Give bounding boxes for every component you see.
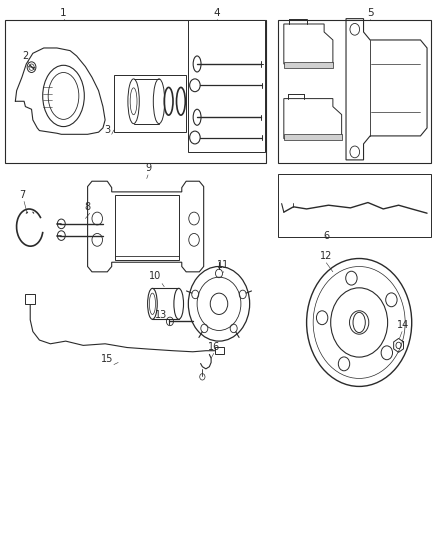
Bar — [215, 347, 224, 354]
Text: 7: 7 — [19, 190, 25, 200]
Text: 1: 1 — [60, 7, 67, 18]
Bar — [25, 294, 35, 304]
Text: 5: 5 — [367, 7, 374, 18]
Text: 15: 15 — [101, 353, 113, 364]
Text: 4: 4 — [213, 7, 220, 18]
Text: 2: 2 — [22, 51, 28, 61]
Bar — [284, 134, 342, 140]
Text: 13: 13 — [155, 310, 167, 320]
Bar — [278, 20, 431, 163]
Text: 16: 16 — [208, 342, 220, 352]
Text: 6: 6 — [323, 231, 329, 241]
Bar — [5, 20, 266, 163]
Bar — [114, 75, 186, 132]
Text: 9: 9 — [145, 163, 151, 173]
Bar — [188, 20, 265, 152]
Text: 10: 10 — [149, 271, 162, 281]
Bar — [284, 62, 333, 68]
Text: 8: 8 — [85, 202, 91, 212]
Text: 14: 14 — [397, 320, 409, 330]
Bar — [278, 174, 431, 237]
Text: 3: 3 — [104, 125, 110, 135]
Text: 11: 11 — [217, 260, 230, 270]
Text: 12: 12 — [320, 251, 332, 261]
